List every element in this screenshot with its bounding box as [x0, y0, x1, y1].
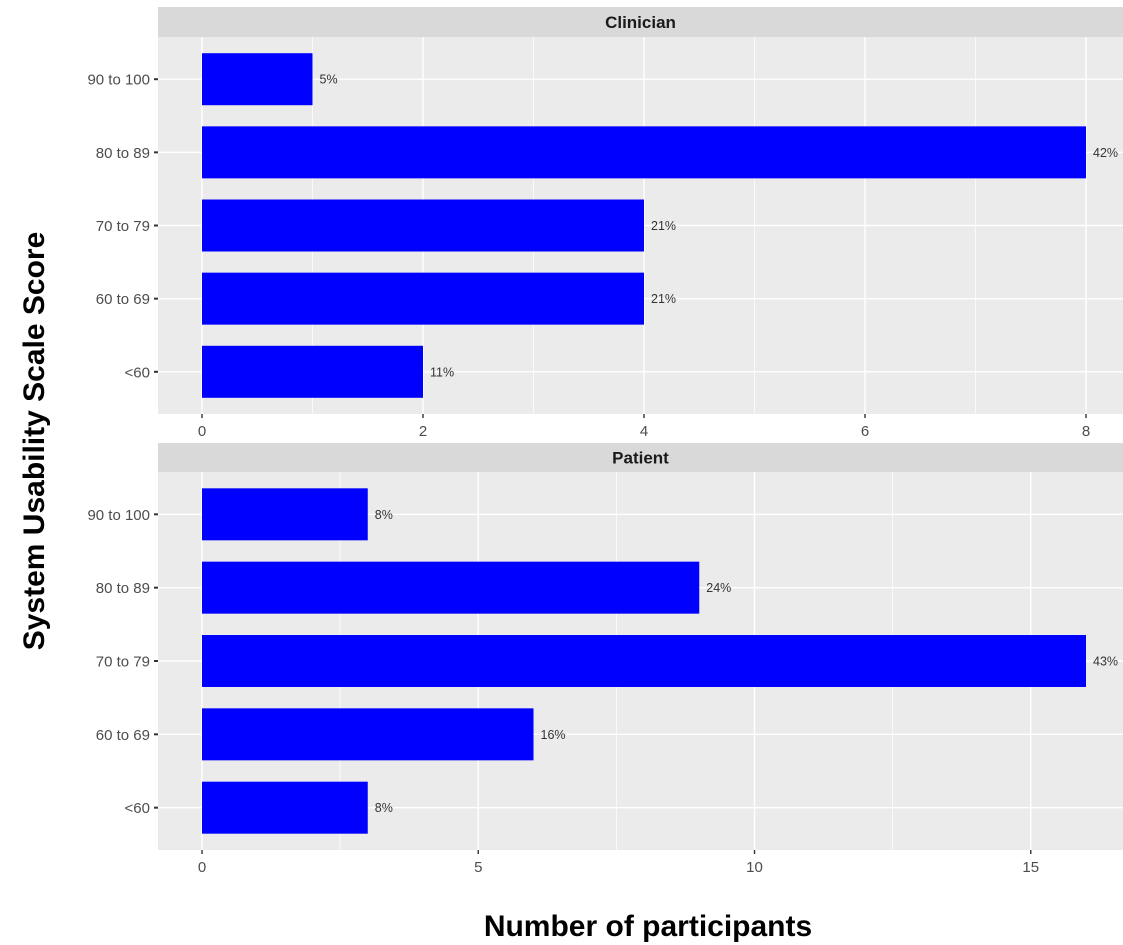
x-tick-label-patient: 0 [198, 859, 206, 876]
data-label-patient-60-to-69: 16% [541, 728, 566, 742]
bar-patient-80-to-89 [202, 561, 700, 614]
panel-patient: Patient 8% 16% 43% 24% 8% <60 60 to 69 70 to 79 8… [87, 443, 1123, 876]
strip-clinician [158, 7, 1123, 37]
x-axis-title: Number of participants [484, 910, 812, 943]
y-tick-label-60-to-69: 60 to 69 [96, 291, 150, 308]
bar-clinician-80-to-89 [202, 126, 1086, 179]
y-tick-label-90-to-100: 90 to 100 [87, 507, 150, 524]
data-label-clinician-90-to-100: 5% [320, 73, 338, 87]
bar-clinician-60 [202, 345, 423, 398]
y-tick-label-80-to-89: 80 to 89 [96, 145, 150, 162]
bar-patient-90-to-100 [202, 488, 368, 541]
y-tick-label-80-to-89: 80 to 89 [96, 580, 150, 597]
data-label-clinician-60: 11% [430, 365, 454, 379]
data-label-patient-70-to-79: 43% [1093, 655, 1118, 669]
x-tick-label-clinician: 0 [198, 423, 206, 440]
panel-clinician: Clinician 11% 21% 21% 42% 5% <60 60 to 69 70 to … [87, 7, 1123, 440]
bar-clinician-60-to-69 [202, 272, 644, 325]
x-tick-label-clinician: 6 [861, 423, 869, 440]
x-tick-label-clinician: 8 [1082, 423, 1090, 440]
y-tick-label-70-to-79: 70 to 79 [96, 218, 150, 235]
bar-clinician-70-to-79 [202, 199, 644, 252]
data-label-patient-90-to-100: 8% [375, 508, 393, 522]
strip-patient [158, 443, 1123, 472]
x-tick-label-patient: 5 [474, 859, 482, 876]
y-axis-title: System Usability Scale Score [18, 232, 51, 651]
y-tick-label-60-to-69: 60 to 69 [96, 727, 150, 744]
y-tick-label-60: <60 [125, 364, 150, 381]
y-tick-label-60: <60 [125, 800, 150, 817]
bar-patient-60 [202, 781, 368, 834]
y-tick-label-90-to-100: 90 to 100 [87, 72, 150, 89]
data-label-clinician-70-to-79: 21% [651, 219, 676, 233]
data-label-patient-60: 8% [375, 801, 393, 815]
y-tick-label-70-to-79: 70 to 79 [96, 654, 150, 671]
data-label-patient-80-to-89: 24% [706, 581, 731, 595]
x-tick-label-patient: 15 [1022, 859, 1039, 876]
data-label-clinician-60-to-69: 21% [651, 292, 676, 306]
strip-label-clinician: Clinician [605, 13, 676, 32]
x-tick-label-clinician: 2 [419, 423, 427, 440]
bar-clinician-90-to-100 [202, 53, 313, 106]
data-label-clinician-80-to-89: 42% [1093, 146, 1118, 160]
bar-patient-70-to-79 [202, 635, 1086, 687]
x-tick-label-patient: 10 [746, 859, 763, 876]
strip-label-patient: Patient [612, 449, 669, 468]
bar-patient-60-to-69 [202, 708, 534, 761]
x-tick-label-clinician: 4 [640, 423, 648, 440]
